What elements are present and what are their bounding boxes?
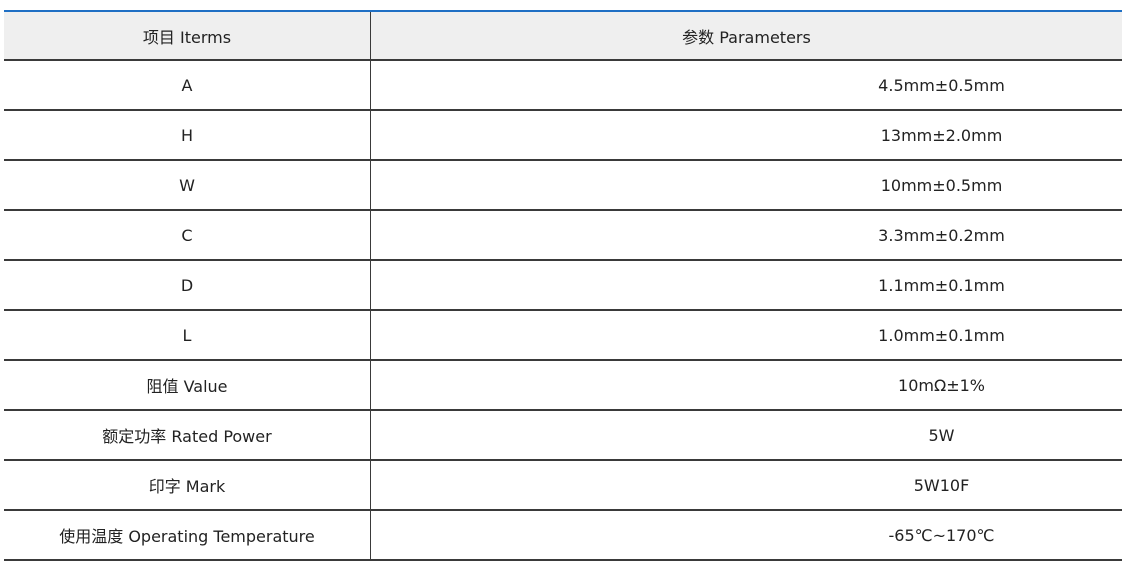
table-row: 阻值 Value 10mΩ±1% [4,360,1122,411]
table-row: W 10mm±0.5mm [4,160,1122,211]
table-row: 印字 Mark 5W10F [4,460,1122,511]
header-parameters: 参数 Parameters [370,11,1122,61]
item-cell: A [4,60,371,111]
value-cell: 5W10F [370,460,1122,511]
table-row: L 1.0mm±0.1mm [4,310,1122,361]
item-cell: L [4,310,371,361]
value-cell: 4.5mm±0.5mm [370,60,1122,111]
header-row: 项目 Iterms 参数 Parameters [4,11,1122,61]
value-cell: 1.1mm±0.1mm [370,260,1122,311]
item-cell: 阻值 Value [4,360,371,411]
item-cell: 额定功率 Rated Power [4,410,371,461]
table-row: H 13mm±2.0mm [4,110,1122,161]
item-cell: W [4,160,371,211]
spec-table: 项目 Iterms 参数 Parameters A 4.5mm±0.5mm H 13m… [4,10,1122,561]
table-row: 使用温度 Operating Temperature -65℃~170℃ [4,510,1122,561]
value-cell: 5W [370,410,1122,461]
value-cell: 3.3mm±0.2mm [370,210,1122,261]
table-row: D 1.1mm±0.1mm [4,260,1122,311]
item-cell: H [4,110,371,161]
value-cell: 10mm±0.5mm [370,160,1122,211]
table-row: C 3.3mm±0.2mm [4,210,1122,261]
value-cell: -65℃~170℃ [370,510,1122,561]
value-cell: 13mm±2.0mm [370,110,1122,161]
table-row: A 4.5mm±0.5mm [4,60,1122,111]
item-cell: 印字 Mark [4,460,371,511]
item-cell: D [4,260,371,311]
value-cell: 10mΩ±1% [370,360,1122,411]
item-cell: 使用温度 Operating Temperature [4,510,371,561]
header-items: 项目 Iterms [4,11,371,61]
table-row: 额定功率 Rated Power 5W [4,410,1122,461]
value-cell: 1.0mm±0.1mm [370,310,1122,361]
item-cell: C [4,210,371,261]
